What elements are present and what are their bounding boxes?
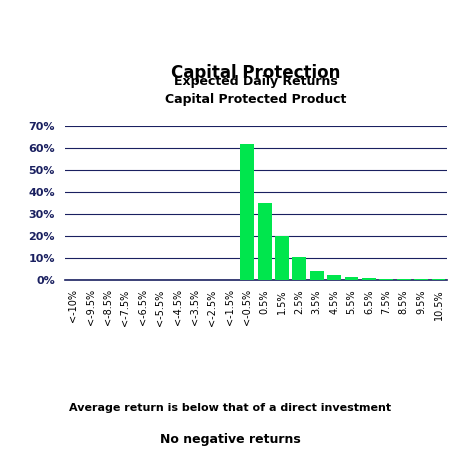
Bar xyxy=(258,203,272,280)
Bar xyxy=(275,236,289,280)
Bar xyxy=(362,278,376,280)
Bar xyxy=(240,144,254,280)
Text: Expected Daily Returns
Capital Protected Product: Expected Daily Returns Capital Protected… xyxy=(165,75,347,106)
Bar xyxy=(344,277,359,280)
Text: No negative returns: No negative returns xyxy=(160,433,301,446)
Bar xyxy=(292,257,306,280)
Title: Capital Protection: Capital Protection xyxy=(171,64,341,82)
Bar xyxy=(397,279,411,280)
Bar xyxy=(379,279,393,280)
Bar xyxy=(327,275,341,280)
Bar xyxy=(310,271,324,280)
Text: Average return is below that of a direct investment: Average return is below that of a direct… xyxy=(70,403,391,413)
